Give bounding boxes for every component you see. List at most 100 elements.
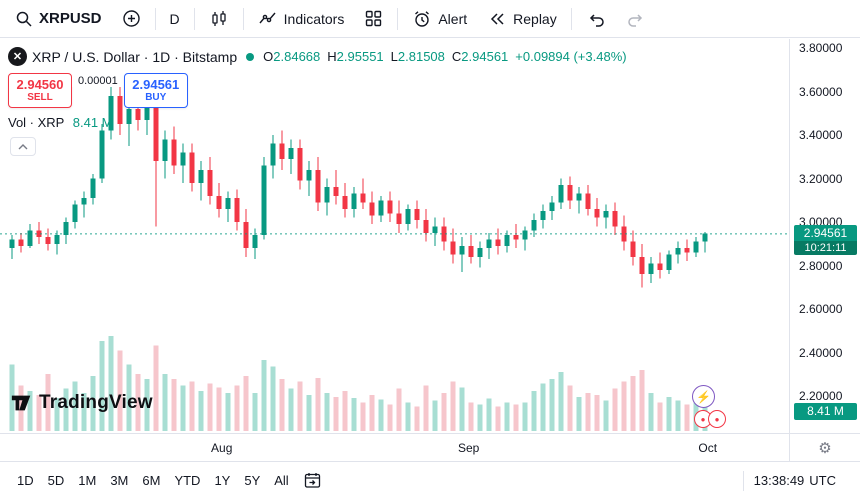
price-axis-label: 2.80000 bbox=[799, 258, 843, 273]
buy-button[interactable]: 2.94561 BUY bbox=[123, 73, 188, 108]
price-axis[interactable]: 2.94561 10:21:11 8.41 M 3.80000 3.60000 3.… bbox=[789, 39, 860, 433]
xrp-logo-icon: ✕ bbox=[8, 47, 27, 66]
watermark-text: TradingView bbox=[39, 392, 153, 413]
interval-label: D bbox=[169, 10, 180, 27]
candles bbox=[9, 80, 708, 288]
chart-style-button[interactable] bbox=[200, 5, 238, 33]
volume-badge: 8.41 M bbox=[794, 403, 857, 420]
low-label: L bbox=[390, 49, 398, 64]
gear-icon: ⚙ bbox=[818, 439, 832, 457]
price-axis-label: 3.80000 bbox=[799, 41, 843, 55]
indicators-button[interactable]: Indicators bbox=[249, 5, 354, 33]
price-axis-label: 3.60000 bbox=[799, 84, 843, 99]
legend-collapse-button[interactable] bbox=[10, 137, 36, 156]
price-axis-label: 2.20000 bbox=[799, 389, 843, 403]
grid-layout-icon bbox=[366, 10, 382, 27]
high-label: H bbox=[327, 49, 337, 64]
current-price-value: 2.94561 bbox=[794, 224, 857, 241]
compare-add-symbol-button[interactable] bbox=[113, 5, 150, 33]
range-1m[interactable]: 1M bbox=[78, 473, 97, 488]
volume-value: 8.41 M bbox=[72, 115, 113, 130]
volume-legend[interactable]: Vol · XRP 8.41 M bbox=[8, 115, 113, 130]
range-ytd[interactable]: YTD bbox=[174, 473, 201, 488]
symbol-name: XRPUSD bbox=[39, 10, 102, 27]
time-axis[interactable]: Aug Sep Oct bbox=[0, 433, 789, 461]
session-clock[interactable]: 13:38:49 UTC bbox=[754, 473, 850, 488]
symbol-legend[interactable]: ✕ XRP / U.S. Dollar · 1D · Bitstamp O2.8… bbox=[8, 47, 627, 66]
sell-button[interactable]: 2.94560 SELL bbox=[8, 73, 72, 108]
open-value: 2.84668 bbox=[273, 49, 321, 64]
replay-label: Replay bbox=[513, 10, 557, 27]
undo-icon bbox=[589, 13, 604, 27]
volume-bars bbox=[9, 336, 708, 431]
range-6m[interactable]: 6M bbox=[142, 473, 161, 488]
toolbar-separator bbox=[397, 7, 399, 30]
change-value: +0.09894 (+3.48%) bbox=[515, 49, 627, 64]
interval-button[interactable]: D bbox=[161, 5, 189, 33]
reaction-icon[interactable]: ● bbox=[708, 410, 726, 428]
redo-icon bbox=[627, 13, 642, 27]
spark-icon[interactable]: ⚡ bbox=[692, 385, 715, 408]
volume-label: Vol · XRP bbox=[8, 115, 65, 130]
time-axis-month-label: Aug bbox=[211, 441, 233, 455]
plus-circle-icon bbox=[122, 10, 140, 27]
alert-button[interactable]: Alert bbox=[403, 5, 476, 33]
buy-label: BUY bbox=[145, 92, 167, 103]
time-axis-month-label: Oct bbox=[698, 441, 718, 455]
range-5d[interactable]: 5D bbox=[47, 473, 65, 488]
indicators-label: Indicators bbox=[283, 10, 345, 27]
ohlc-values: O2.84668 H2.95551 L2.81508 C2.94561 +0.0… bbox=[263, 49, 626, 64]
chevron-up-icon bbox=[18, 143, 28, 149]
bar-countdown: 10:21:11 bbox=[794, 240, 857, 255]
redo-button[interactable] bbox=[617, 5, 655, 33]
candlestick-style-icon bbox=[211, 10, 226, 26]
undo-button[interactable] bbox=[577, 5, 615, 33]
clock-time: 13:38:49 bbox=[753, 473, 805, 488]
open-label: O bbox=[263, 49, 274, 64]
sell-price: 2.94560 bbox=[16, 77, 64, 92]
indicator-templates-button[interactable] bbox=[355, 5, 392, 33]
range-all[interactable]: All bbox=[274, 473, 289, 488]
market-status-dot-icon[interactable] bbox=[246, 52, 255, 61]
price-axis-label: 3.40000 bbox=[799, 128, 843, 142]
alert-label: Alert bbox=[438, 10, 468, 27]
tradingview-watermark[interactable]: TradingView bbox=[10, 391, 153, 415]
range-1y[interactable]: 1Y bbox=[214, 473, 231, 488]
bottom-toolbar: 1D 5D 1M 3M 6M YTD 1Y 5Y All 13:38:49 UT… bbox=[0, 461, 860, 499]
price-axis-label: 3.20000 bbox=[799, 171, 843, 186]
price-axis-label: 2.40000 bbox=[799, 345, 843, 360]
legend-title: XRP / U.S. Dollar · 1D · Bitstamp bbox=[32, 48, 238, 65]
trade-buttons: 2.94560 SELL 0.00001 2.94561 BUY bbox=[8, 73, 188, 108]
axis-settings-button[interactable]: ⚙ bbox=[789, 433, 860, 461]
tradingview-logo-icon bbox=[11, 395, 31, 411]
indicators-icon bbox=[259, 12, 276, 23]
spread-value: 0.00001 bbox=[72, 73, 124, 87]
close-value: 2.94561 bbox=[461, 49, 509, 64]
chart-area[interactable]: ✕ XRP / U.S. Dollar · 1D · Bitstamp O2.8… bbox=[0, 39, 789, 433]
bottom-toolbar-separator bbox=[742, 470, 744, 491]
low-value: 2.81508 bbox=[397, 49, 445, 64]
close-label: C bbox=[451, 49, 462, 64]
go-to-date-button[interactable] bbox=[296, 467, 329, 494]
toolbar-separator bbox=[154, 7, 156, 30]
range-5y[interactable]: 5Y bbox=[244, 473, 261, 488]
current-price-badge: 2.94561 10:21:11 bbox=[794, 224, 857, 255]
sell-label: SELL bbox=[27, 92, 53, 103]
toolbar-separator bbox=[193, 7, 195, 30]
replay-icon bbox=[491, 12, 504, 25]
symbol-search[interactable]: XRPUSD bbox=[6, 5, 111, 33]
toolbar-separator bbox=[242, 7, 244, 30]
buy-price: 2.94561 bbox=[132, 77, 180, 92]
search-icon bbox=[16, 11, 32, 27]
time-axis-month-label: Sep bbox=[457, 441, 480, 455]
candlestick-chart[interactable] bbox=[0, 39, 789, 433]
price-axis-label: 2.60000 bbox=[799, 302, 843, 316]
top-toolbar: XRPUSD D Indicators Alert Replay bbox=[0, 0, 860, 38]
toolbar-separator bbox=[570, 7, 572, 30]
alert-clock-icon bbox=[415, 10, 430, 27]
range-3m[interactable]: 3M bbox=[110, 473, 129, 488]
replay-button[interactable]: Replay bbox=[478, 5, 566, 33]
high-value: 2.95551 bbox=[336, 49, 384, 64]
range-1d[interactable]: 1D bbox=[17, 473, 34, 488]
calendar-goto-icon bbox=[304, 473, 320, 488]
